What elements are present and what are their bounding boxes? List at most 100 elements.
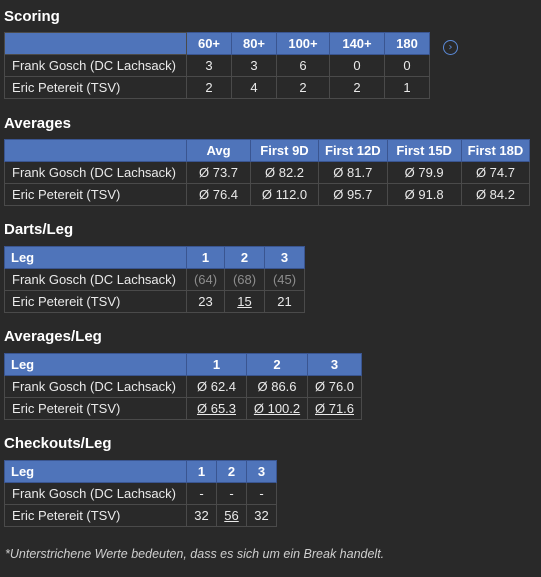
table-row: Eric Petereit (TSV) 2 4 2 2 1: [4, 76, 430, 99]
averages-leg-title: Averages/Leg: [4, 328, 102, 345]
table-cell: -: [246, 482, 277, 505]
table-header-row: Leg 1 2 3: [4, 460, 277, 483]
header-cell: 180: [384, 32, 430, 55]
scoring-section: Scoring: [4, 8, 60, 26]
header-cell: [4, 139, 187, 162]
break-value-cell: 56: [216, 504, 247, 527]
player-name: Frank Gosch (DC Lachsack): [4, 54, 187, 77]
table-cell: (45): [264, 268, 305, 291]
checkouts-leg-table: Leg 1 2 3 Frank Gosch (DC Lachsack) - - …: [4, 460, 277, 527]
break-value-cell: 15: [224, 290, 265, 313]
table-cell: -: [216, 482, 247, 505]
break-value-cell: Ø 71.6: [307, 397, 362, 420]
header-cell: 3: [307, 353, 362, 376]
darts-leg-table: Leg 1 2 3 Frank Gosch (DC Lachsack) (64)…: [4, 246, 305, 313]
table-row: Frank Gosch (DC Lachsack) (64) (68) (45): [4, 268, 305, 291]
player-name: Frank Gosch (DC Lachsack): [4, 375, 187, 398]
header-cell: Avg: [186, 139, 251, 162]
table-cell: Ø 74.7: [460, 161, 531, 184]
table-header-row: 60+ 80+ 100+ 140+ 180: [4, 32, 430, 55]
table-cell: Ø 82.2: [250, 161, 319, 184]
averages-leg-section: Averages/Leg: [4, 328, 102, 346]
darts-leg-title: Darts/Leg: [4, 221, 74, 238]
player-name: Eric Petereit (TSV): [4, 183, 187, 206]
table-cell: 23: [186, 290, 225, 313]
player-name: Frank Gosch (DC Lachsack): [4, 268, 187, 291]
table-cell: Ø 73.7: [186, 161, 251, 184]
break-value-cell: Ø 65.3: [186, 397, 247, 420]
table-cell: -: [186, 482, 217, 505]
header-cell: 80+: [231, 32, 277, 55]
table-cell: Ø 95.7: [318, 183, 388, 206]
header-cell: Leg: [4, 353, 187, 376]
header-cell: Leg: [4, 246, 187, 269]
table-row: Frank Gosch (DC Lachsack) Ø 73.7 Ø 82.2 …: [4, 161, 531, 184]
table-cell: Ø 81.7: [318, 161, 388, 184]
table-cell: Ø 91.8: [386, 183, 462, 206]
player-name: Eric Petereit (TSV): [4, 290, 187, 313]
table-cell: 32: [186, 504, 217, 527]
darts-leg-section: Darts/Leg: [4, 221, 73, 239]
table-cell: Ø 84.2: [460, 183, 531, 206]
header-cell: First 9D: [250, 139, 319, 162]
header-cell: First 12D: [318, 139, 388, 162]
table-cell: 2: [276, 76, 330, 99]
table-row: Frank Gosch (DC Lachsack) Ø 62.4 Ø 86.6 …: [4, 375, 362, 398]
checkouts-leg-section: Checkouts/Leg: [4, 435, 112, 453]
header-cell: 100+: [276, 32, 330, 55]
scoring-title: Scoring: [4, 8, 60, 25]
header-cell: Leg: [4, 460, 187, 483]
header-cell: 1: [186, 353, 247, 376]
header-cell: 1: [186, 460, 217, 483]
table-cell: Ø 76.0: [307, 375, 362, 398]
table-cell: Ø 86.6: [246, 375, 308, 398]
table-cell: 2: [186, 76, 232, 99]
table-cell: 1: [384, 76, 430, 99]
header-cell: [4, 32, 187, 55]
player-name: Eric Petereit (TSV): [4, 504, 187, 527]
player-name: Eric Petereit (TSV): [4, 397, 187, 420]
table-cell: Ø 112.0: [250, 183, 319, 206]
header-cell: 3: [264, 246, 305, 269]
player-name: Frank Gosch (DC Lachsack): [4, 482, 187, 505]
table-cell: 6: [276, 54, 330, 77]
header-cell: 140+: [329, 32, 385, 55]
table-row: Eric Petereit (TSV) 23 15 21: [4, 290, 305, 313]
scoring-table: 60+ 80+ 100+ 140+ 180 Frank Gosch (DC La…: [4, 32, 430, 99]
header-cell: 2: [216, 460, 247, 483]
player-name: Eric Petereit (TSV): [4, 76, 187, 99]
table-row: Eric Petereit (TSV) Ø 76.4 Ø 112.0 Ø 95.…: [4, 183, 531, 206]
table-cell: Ø 79.9: [386, 161, 462, 184]
player-name: Frank Gosch (DC Lachsack): [4, 161, 187, 184]
table-cell: Ø 76.4: [186, 183, 251, 206]
table-cell: 3: [186, 54, 232, 77]
averages-table: Avg First 9D First 12D First 15D First 1…: [4, 139, 531, 206]
table-row: Frank Gosch (DC Lachsack) - - -: [4, 482, 277, 505]
break-value-cell: Ø 100.2: [246, 397, 308, 420]
table-cell: 32: [246, 504, 277, 527]
averages-title: Averages: [4, 115, 71, 132]
header-cell: 2: [246, 353, 308, 376]
chevron-right-circle-icon[interactable]: ›: [443, 40, 458, 55]
table-row: Frank Gosch (DC Lachsack) 3 3 6 0 0: [4, 54, 430, 77]
header-cell: 3: [246, 460, 277, 483]
table-cell: 21: [264, 290, 305, 313]
table-row: Eric Petereit (TSV) 32 56 32: [4, 504, 277, 527]
header-cell: First 15D: [386, 139, 462, 162]
table-row: Eric Petereit (TSV) Ø 65.3 Ø 100.2 Ø 71.…: [4, 397, 362, 420]
averages-leg-table: Leg 1 2 3 Frank Gosch (DC Lachsack) Ø 62…: [4, 353, 362, 420]
table-cell: (64): [186, 268, 225, 291]
table-cell: (68): [224, 268, 265, 291]
checkouts-leg-title: Checkouts/Leg: [4, 435, 112, 452]
table-header-row: Leg 1 2 3: [4, 246, 305, 269]
table-cell: 4: [231, 76, 277, 99]
table-header-row: Avg First 9D First 12D First 15D First 1…: [4, 139, 531, 162]
table-cell: 0: [329, 54, 385, 77]
footnote: *Unterstrichene Werte bedeuten, dass es …: [5, 547, 385, 561]
header-cell: First 18D: [460, 139, 531, 162]
table-cell: 0: [384, 54, 430, 77]
table-cell: 2: [329, 76, 385, 99]
averages-section: Averages: [4, 115, 71, 133]
table-cell: 3: [231, 54, 277, 77]
header-cell: 2: [224, 246, 265, 269]
